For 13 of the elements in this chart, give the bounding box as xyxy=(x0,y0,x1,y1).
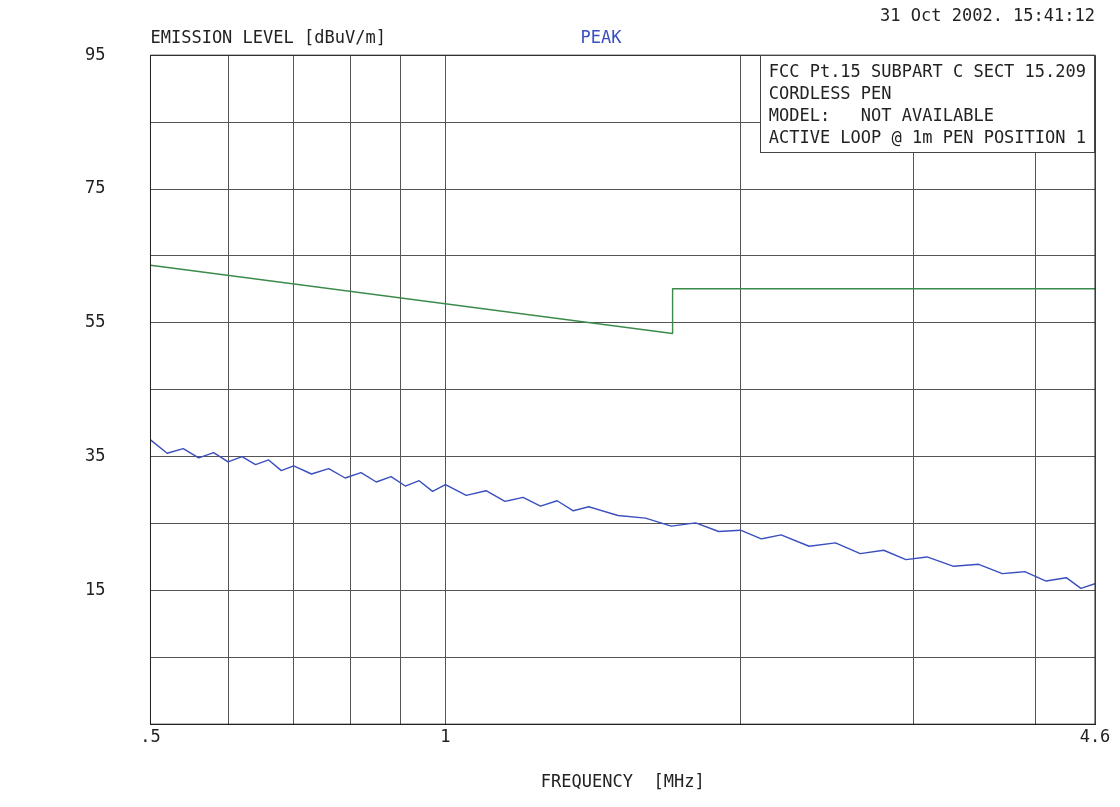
text: 31 Oct 2002. 15:41:12 xyxy=(880,5,1095,26)
x-axis-title: FREQUENCY [MHz] xyxy=(540,771,705,792)
y-tick-label: 15 xyxy=(84,578,106,599)
y-axis-title: EMISSION LEVEL [dBuV/m] xyxy=(150,27,386,48)
y-tick-label: 55 xyxy=(84,311,106,332)
x-tick-label: .5 xyxy=(140,725,161,746)
y-tick-label: 75 xyxy=(84,177,106,198)
text-box: FCC Pt.15 SUBPART C SECT 15.209 CORDLESS PEN MODEL: NOT AVAILABLE ACTIVE LOOP @ 1m PEN POSITION 1 xyxy=(759,55,1095,154)
y-tick-label: 35 xyxy=(84,445,106,466)
x-tick-label: 1 xyxy=(440,725,451,746)
text: PEAK xyxy=(580,27,622,48)
y-tick-label: 95 xyxy=(84,43,106,64)
x-tick-label: 4.6 xyxy=(1079,725,1111,746)
